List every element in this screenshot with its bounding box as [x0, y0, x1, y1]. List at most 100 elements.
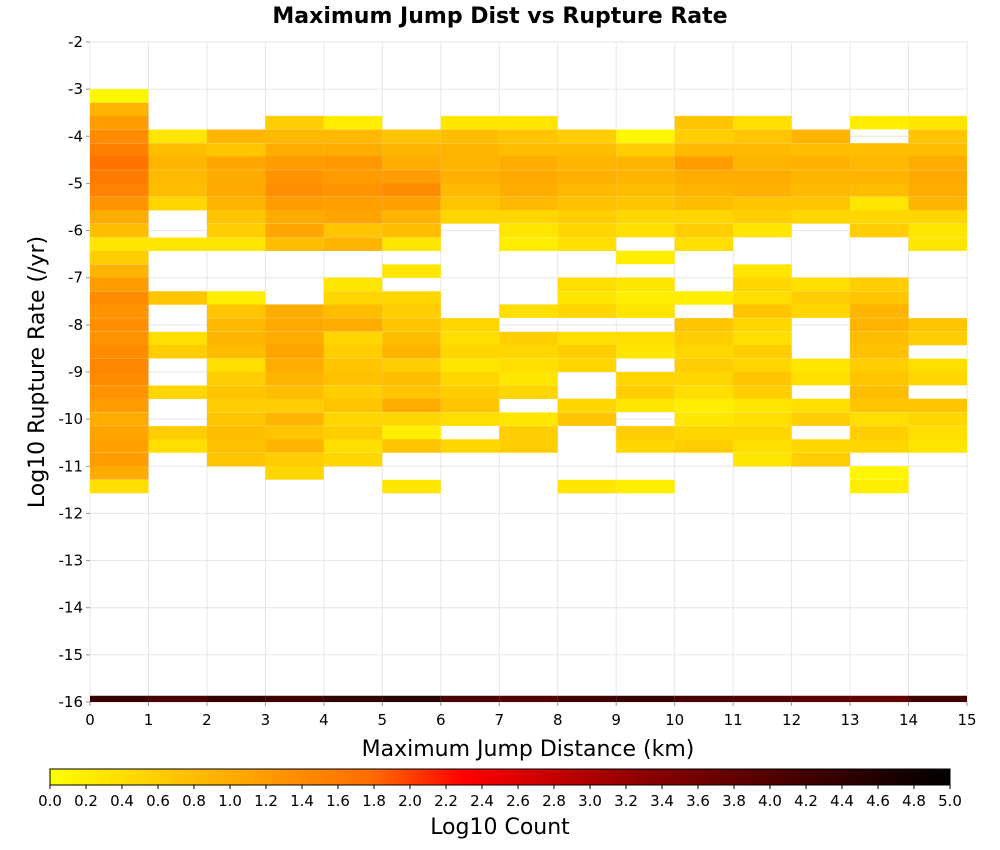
heatmap-cell-13-2: [850, 156, 909, 170]
heatmap-cell-2-10: [206, 304, 266, 318]
heatmap-cell-13-11: [850, 318, 909, 332]
heatmap-cell-12-2: [791, 156, 851, 170]
heatmap-cell-8-3: [557, 170, 617, 184]
heatmap-cell-11-1: [733, 129, 792, 144]
heatmap-cell-2-16: [206, 385, 266, 400]
heatmap-cell-3-1: [265, 129, 324, 144]
heatmap-cell-7-5: [499, 183, 558, 197]
bottom-row-cell-13: [850, 695, 909, 702]
heatmap-cell-9-0: [616, 129, 675, 144]
heatmap-cell-2-11: [206, 318, 266, 332]
heatmap-cell-13-14: [850, 358, 909, 373]
heatmap-cell-4-9: [323, 237, 383, 251]
heatmap-cell-6-5: [440, 183, 500, 197]
heatmap-cell-13-8: [850, 277, 909, 292]
heatmap-cell-8-8: [557, 237, 617, 251]
y-tick-label-5: -7: [68, 269, 83, 287]
x-tick-label-9: 9: [611, 711, 621, 729]
x-tick-label-3: 3: [261, 711, 271, 729]
heatmap-cell-11-18: [733, 385, 792, 400]
heatmap-cell-14-14: [908, 398, 967, 413]
heatmap-cell-2-4: [206, 183, 266, 197]
heatmap-cell-2-20: [206, 439, 266, 453]
heatmap-cell-9-19: [616, 479, 675, 494]
heatmap-cell-0-9: [90, 210, 149, 224]
heatmap-cell-10-18: [674, 412, 734, 426]
heatmap-cell-13-10: [850, 304, 909, 318]
heatmap-cell-11-3: [733, 156, 792, 170]
heatmap-cell-10-2: [674, 143, 734, 157]
heatmap-cell-12-15: [791, 452, 851, 467]
heatmap-cell-4-15: [323, 344, 383, 359]
heatmap-cell-0-25: [90, 426, 149, 440]
heatmap-cell-7-17: [499, 426, 558, 440]
heatmap-cell-12-3: [791, 170, 851, 184]
heatmap-cell-7-18: [499, 439, 558, 453]
y-tick-label-11: -13: [59, 552, 84, 570]
heatmap-cell-12-5: [791, 196, 851, 211]
heatmap-cell-7-15: [499, 385, 558, 400]
heatmap-cell-14-5: [908, 183, 967, 197]
heatmap-cell-10-13: [674, 344, 734, 359]
heatmap-cell-10-0: [674, 115, 734, 130]
heatmap-cell-14-1: [908, 129, 967, 144]
bottom-row-cell-12: [791, 695, 851, 702]
x-tick-label-5: 5: [378, 711, 388, 729]
heatmap-cell-9-15: [616, 385, 675, 400]
heatmap-cell-5-1: [382, 143, 441, 157]
heatmap-cell-5-8: [382, 237, 441, 251]
heatmap-cell-7-14: [499, 371, 558, 386]
heatmap-cell-7-1: [499, 129, 558, 144]
heatmap-cell-4-19: [323, 398, 383, 413]
heatmap-cell-4-7: [323, 210, 383, 224]
heatmap-cell-0-26: [90, 439, 149, 453]
heatmap-cell-14-7: [908, 210, 967, 224]
heatmap-cell-4-11: [323, 291, 383, 305]
heatmap-cell-7-12: [499, 344, 558, 359]
heatmap-cell-0-19: [90, 344, 149, 359]
heatmap-cell-6-16: [440, 439, 500, 453]
heatmap-cell-10-5: [674, 183, 734, 197]
heatmap-cell-6-9: [440, 331, 500, 346]
heatmap-cell-12-0: [791, 129, 851, 144]
x-tick-label-12: 12: [782, 711, 801, 729]
heatmap-cell-2-9: [206, 291, 266, 305]
heatmap-cell-10-4: [674, 170, 734, 184]
heatmap-cell-8-2: [557, 156, 617, 170]
heatmap-cell-8-16: [557, 412, 617, 426]
heatmap-cell-6-7: [440, 210, 500, 224]
heatmap-cell-5-16: [382, 371, 441, 386]
bottom-row-cell-9: [616, 695, 675, 702]
heatmap-cell-4-4: [323, 170, 383, 184]
heatmap-cell-13-5: [850, 196, 909, 211]
heatmap-cell-4-17: [323, 371, 383, 386]
heatmap-cell-7-13: [499, 358, 558, 373]
heatmap-cell-9-8: [616, 250, 675, 265]
bottom-row-cell-10: [674, 695, 734, 702]
heatmap-cell-14-16: [908, 426, 967, 440]
heatmap-cell-0-29: [90, 479, 149, 494]
heatmap-cell-5-20: [382, 426, 441, 440]
heatmap-cell-8-15: [557, 398, 617, 413]
heatmap-cell-0-13: [90, 264, 149, 278]
heatmap-cell-10-19: [674, 426, 734, 440]
heatmap-cell-12-4: [791, 183, 851, 197]
heatmap-cell-13-19: [850, 426, 909, 440]
heatmap-cell-14-10: [908, 318, 967, 332]
heatmap-cell-3-11: [265, 318, 324, 332]
heatmap-cell-9-6: [616, 210, 675, 224]
y-axis-title: Log10 Rupture Rate (/yr): [25, 236, 50, 508]
heatmap-cell-5-3: [382, 170, 441, 184]
heatmap-cell-14-6: [908, 196, 967, 211]
heatmap-cell-2-7: [206, 223, 266, 238]
heatmap-cell-12-10: [791, 358, 851, 373]
heatmap-cell-4-22: [323, 439, 383, 453]
heatmap-cell-4-1: [323, 129, 383, 144]
heatmap-cell-3-5: [265, 183, 324, 197]
heatmap-cell-5-12: [382, 318, 441, 332]
heatmap-cell-11-0: [733, 115, 792, 130]
heatmap-cell-8-1: [557, 143, 617, 157]
heatmap-cell-2-6: [206, 210, 266, 224]
heatmap-cell-9-2: [616, 156, 675, 170]
